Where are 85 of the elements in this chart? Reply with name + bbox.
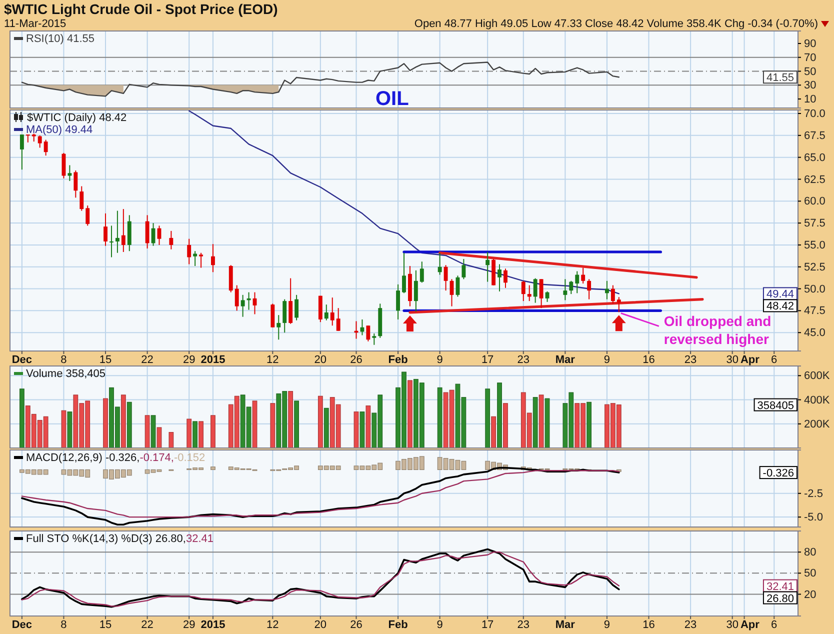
x-tick-label: 16 [642,619,655,631]
text: Open 48.77 High 49.05 Low 47.33 Close 48.42 Volume 358.4K Chg -0.34 (-0.70%) [414,18,818,30]
x-tick-label: 30 [726,354,738,366]
x-tick-label: 17 [481,354,494,366]
y-tick-label: -2.5 [804,488,823,500]
x-tick-label: 26 [350,354,362,366]
x-tick-label: 9 [604,354,610,366]
y-tick-label: 45.0 [804,327,826,340]
chart-title: $WTIC (Daily) 48.42 [27,112,127,124]
chart-title: $WTIC Light Crude Oil - Spot Price (EOD) [4,1,278,17]
x-tick-label: Dec [12,354,32,366]
x-tick-label: 30 [726,619,738,631]
x-tick-label: 15 [99,619,112,631]
legend-label: MACD(12,26,9) -0.326, [26,452,140,464]
legend-label: MA(50) 49.44 [26,124,93,136]
x-tick-label: 22 [141,354,154,366]
y-tick-label: 57.5 [804,218,826,230]
y-tick-label: 70 [804,52,816,64]
annotation: 26.80 [766,592,794,605]
y-tick-label: 62.5 [804,174,826,186]
x-tick-label: 2015 [200,354,226,366]
y-tick-label: -5.0 [804,512,823,524]
annotation: 358405 [757,400,794,412]
y-tick-label: 65.0 [804,152,826,164]
legend-label: Volume 358,405 [26,368,106,380]
x-tick-label: 16 [642,354,655,366]
x-tick-label: Apr [740,619,760,631]
x-tick-label: 29 [182,619,196,631]
legend-label: RSI(10) 41.55 [26,33,94,45]
x-tick-label: Apr [740,354,760,366]
x-tick-label: 23 [684,354,697,366]
x-tick-label: 9 [436,619,443,631]
x-tick-label: 8 [60,354,67,366]
annotation: 41.55 [766,72,794,84]
x-tick-label: Dec [12,619,32,631]
x-tick-label: 20 [314,354,327,366]
x-tick-label: 23 [684,619,697,631]
x-tick-label: 9 [436,354,443,366]
x-tick-label: Feb [388,354,408,366]
y-tick-label: 30 [804,80,816,92]
x-tick-label: 9 [604,619,610,631]
annotation: OIL [376,88,409,110]
x-tick-label: 26 [350,619,362,631]
y-tick-label: 60.0 [804,196,826,208]
x-tick-label: Feb [388,619,408,631]
y-tick-label: 70.0 [804,108,826,120]
y-tick-label: 80 [804,546,816,559]
series-label: -0.152 [174,452,206,464]
x-tick-label: Mar [555,354,576,366]
y-tick-label: 50.0 [804,283,826,296]
x-tick-label: 8 [60,619,67,631]
annotation: 32.41 [766,580,794,593]
x-tick-label: 20 [314,619,327,631]
annotation: 49.44 [766,288,794,301]
y-tick-label: 10 [804,94,816,106]
x-tick-label: 23 [517,619,530,631]
text: 32.41 [186,533,214,545]
y-tick-label: 600K [804,370,830,382]
y-tick-label: 90 [804,38,816,50]
annotation: Oil dropped and reversed higher [664,313,772,348]
x-tick-label: 2015 [200,619,226,631]
text: -0.174, [140,452,174,464]
chart-subtitle: 11-Mar-2015 [4,18,66,30]
x-tick-label: 23 [517,354,530,366]
x-tick-label: 29 [182,354,196,366]
y-tick-label: 55.0 [804,239,826,252]
y-tick-label: 47.5 [804,305,826,318]
y-tick-label: 400K [804,394,830,406]
y-tick-label: 200K [804,418,830,430]
x-tick-label: 6 [771,354,778,366]
x-tick-label: 17 [481,619,494,631]
legend-label: Full STO %K(14,3) %D(3) 26.80, [26,533,186,545]
y-tick-label: 50 [804,66,816,78]
x-tick-label: 15 [99,354,112,366]
x-tick-label: 22 [141,619,154,631]
x-tick-label: Mar [555,619,576,631]
y-tick-label: 50 [804,568,816,580]
x-tick-label: 12 [266,619,279,631]
annotation: 48.42 [766,300,794,313]
annotation: -0.326 [762,468,794,480]
y-tick-label: 67.5 [804,130,826,142]
y-tick-label: 20 [804,588,816,601]
x-tick-label: 6 [771,619,778,631]
x-tick-label: 12 [266,354,279,366]
y-tick-label: 52.5 [804,261,826,274]
